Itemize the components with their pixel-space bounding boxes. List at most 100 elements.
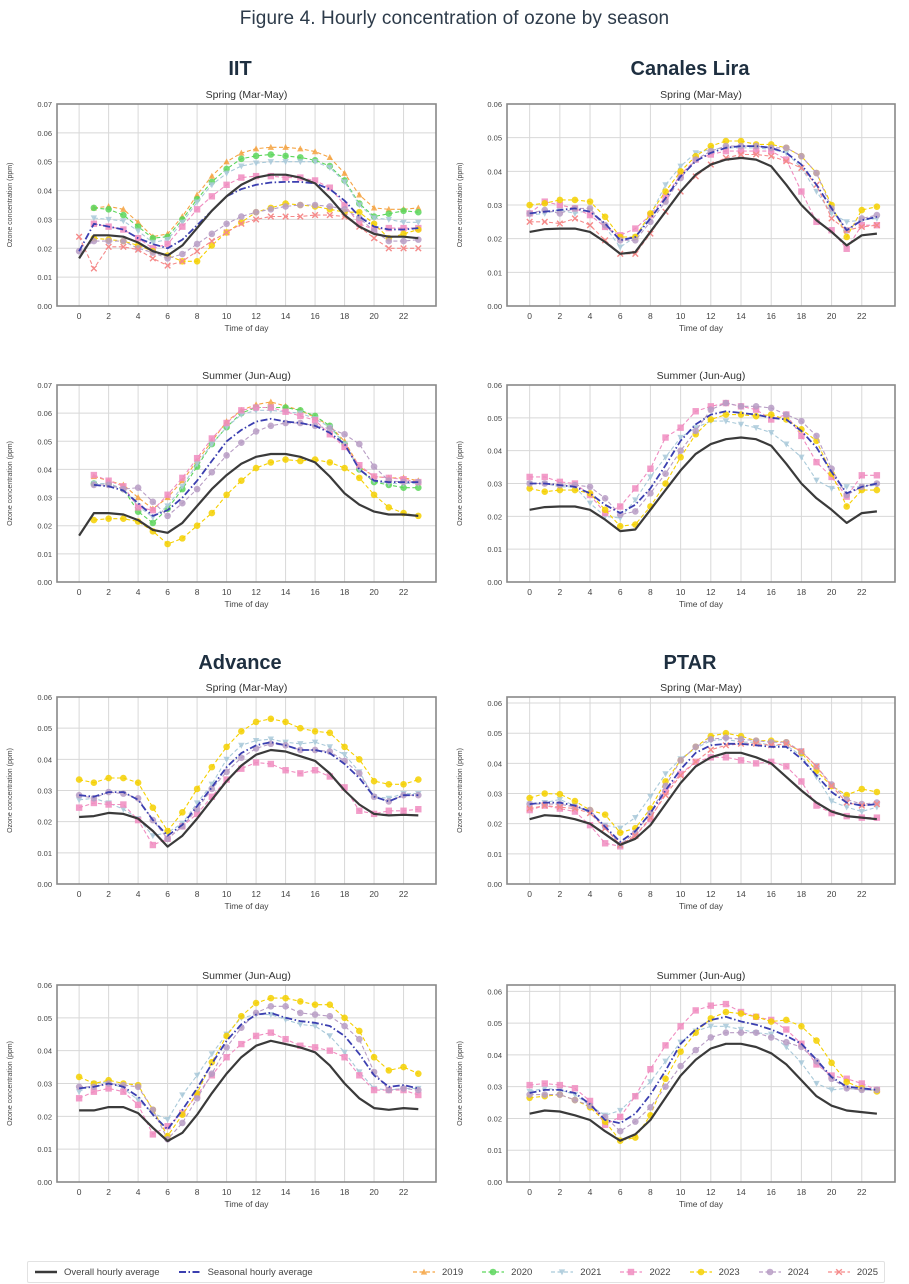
- data-point-2024: [415, 478, 422, 486]
- data-point-2025: [798, 164, 805, 172]
- data-point-2025: [692, 758, 700, 766]
- y-tick-label: 0.02: [487, 1114, 502, 1123]
- data-point-2024: [737, 735, 745, 743]
- data-point-2022: [208, 793, 216, 800]
- data-point-2024: [782, 1038, 790, 1046]
- x-tick-label: 6: [618, 311, 623, 321]
- data-point-2022: [193, 810, 201, 818]
- data-point-2022: [149, 1131, 157, 1138]
- x-tick-label: 16: [766, 311, 776, 321]
- x-tick-label: 2: [557, 889, 562, 899]
- data-point-2021: [385, 216, 393, 223]
- legend-item-seasonal: Seasonal hourly average: [178, 1267, 313, 1278]
- y-tick-label: 0.03: [37, 787, 52, 796]
- data-point-2025: [828, 215, 835, 222]
- y-tick-label: 0.03: [487, 480, 502, 489]
- x-tick-label: 0: [77, 889, 82, 899]
- data-point-2024: [752, 142, 760, 150]
- data-point-2025: [722, 741, 730, 749]
- data-point-2023: [662, 188, 669, 195]
- x-tick-label: 4: [136, 587, 141, 597]
- data-point-2021: [341, 179, 348, 186]
- data-point-2022: [571, 1085, 579, 1092]
- x-tick-label: 14: [281, 889, 291, 899]
- data-point-2024: [632, 237, 639, 244]
- series-seasonal: [529, 410, 878, 514]
- data-point-2022: [208, 193, 216, 200]
- data-point-2021: [617, 825, 624, 832]
- data-point-2025: [75, 233, 83, 241]
- data-point-2024: [677, 1062, 684, 1070]
- data-point-2023: [238, 1012, 245, 1020]
- data-point-2021: [311, 739, 319, 746]
- data-point-2021: [311, 159, 319, 166]
- x-tick-label: 12: [251, 311, 261, 321]
- data-point-2021: [223, 170, 230, 177]
- data-point-2019: [297, 145, 304, 152]
- legend-swatch-2022: [620, 1268, 643, 1276]
- data-point-2022: [768, 416, 775, 423]
- y-axis-label: Ozone concentration (ppm): [7, 1041, 14, 1126]
- data-point-2022: [737, 147, 745, 155]
- x-tick-label: 4: [136, 1187, 141, 1197]
- data-point-2023: [858, 206, 866, 214]
- data-point-2023: [341, 464, 348, 472]
- data-point-2023: [707, 142, 715, 150]
- series-line-2022: [78, 761, 419, 846]
- data-point-2023: [662, 480, 669, 487]
- data-point-2022: [632, 1093, 639, 1100]
- data-point-2021: [617, 244, 624, 251]
- data-point-2025: [601, 824, 609, 832]
- x-axis-label: Time of day: [679, 323, 724, 333]
- station-title-advance: Advance: [198, 652, 282, 674]
- x-tick-label: 10: [676, 889, 686, 899]
- data-point-2020: [149, 234, 157, 242]
- data-point-2024: [341, 206, 348, 213]
- data-point-2023: [208, 763, 216, 771]
- data-point-2023: [752, 1013, 760, 1021]
- data-point-2023: [267, 459, 275, 466]
- data-point-2022: [707, 151, 715, 158]
- data-point-2021: [193, 1072, 201, 1079]
- data-point-2022: [798, 432, 805, 440]
- data-point-2025: [370, 234, 378, 242]
- legend-label: 2020: [511, 1266, 533, 1278]
- y-tick-label: 0.01: [37, 550, 52, 559]
- data-point-2025: [571, 215, 579, 222]
- y-tick-label: 0.06: [487, 100, 502, 109]
- data-point-2022: [783, 156, 790, 163]
- data-point-2023: [282, 994, 289, 1002]
- data-point-2024: [415, 791, 422, 799]
- x-tick-label: 4: [588, 1187, 593, 1197]
- data-point-2024: [752, 1029, 760, 1036]
- data-point-2024: [571, 1096, 579, 1104]
- data-point-2021: [149, 833, 157, 840]
- x-tick-label: 12: [706, 311, 716, 321]
- data-point-2022: [223, 419, 230, 427]
- data-point-2021: [179, 1092, 186, 1099]
- data-point-2024: [707, 735, 715, 743]
- data-point-2024: [326, 203, 334, 210]
- data-point-2023: [722, 411, 730, 418]
- y-tick-label: 0.06: [37, 981, 52, 990]
- data-point-2025: [134, 246, 142, 254]
- data-point-2023: [356, 1027, 363, 1035]
- legend-swatch-2021: [551, 1269, 574, 1276]
- x-tick-label: 16: [766, 587, 776, 597]
- data-point-2020: [223, 165, 230, 173]
- data-point-2024: [662, 1083, 669, 1090]
- data-point-2022: [556, 805, 564, 812]
- series-overall: [78, 452, 419, 537]
- series-line-2024: [529, 402, 878, 516]
- data-point-2021: [297, 741, 304, 748]
- data-point-2022: [238, 1040, 245, 1048]
- x-axis-label: Time of day: [224, 901, 269, 911]
- data-point-2023: [601, 213, 609, 221]
- data-point-2023: [798, 426, 805, 433]
- y-tick-label: 0.03: [487, 201, 502, 210]
- data-point-2023: [164, 540, 171, 548]
- data-point-2022: [722, 147, 730, 155]
- data-point-2022: [238, 765, 245, 772]
- legend-swatch-overall: [35, 1270, 57, 1274]
- data-point-2024: [586, 205, 594, 212]
